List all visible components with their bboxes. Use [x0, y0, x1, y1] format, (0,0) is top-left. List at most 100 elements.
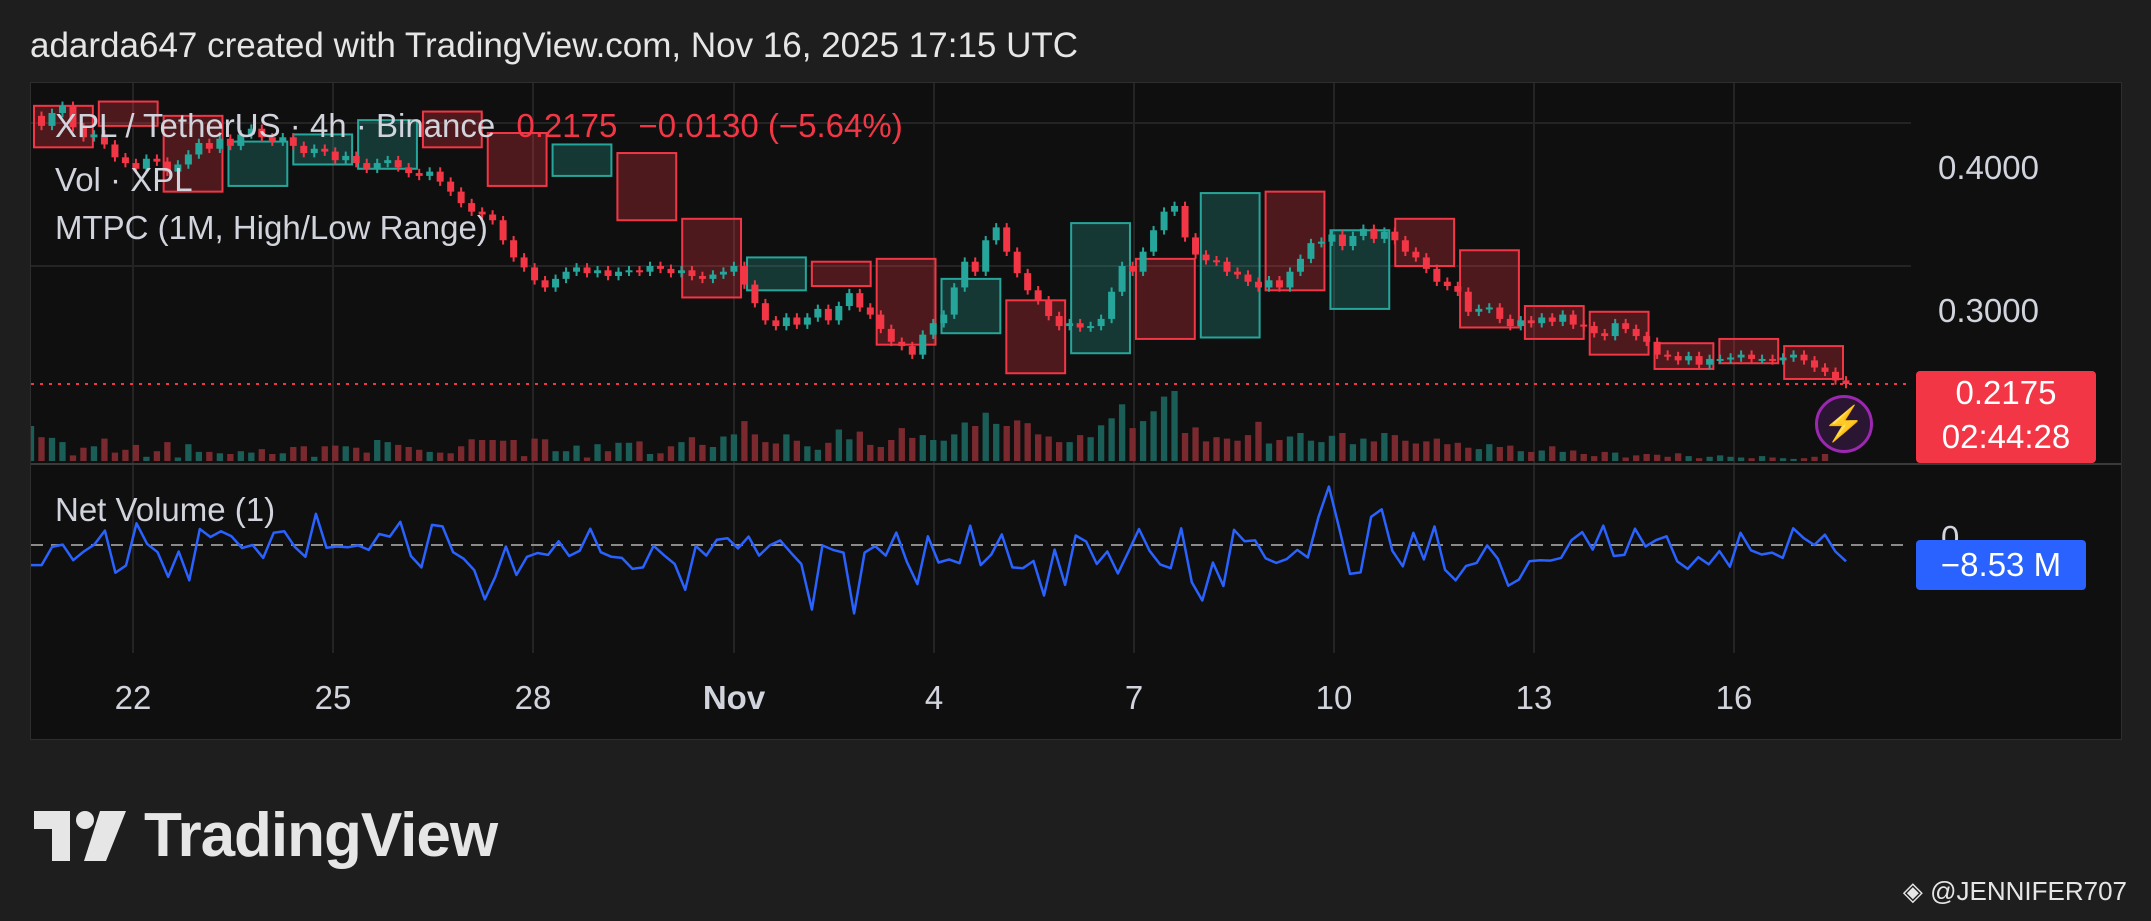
candle-body: [583, 267, 591, 274]
volume-legend[interactable]: Vol · XPL: [55, 161, 193, 198]
volume-bar: [1769, 457, 1776, 461]
candle-body: [237, 134, 245, 146]
volume-bar: [111, 452, 119, 461]
volume-bar: [1213, 437, 1220, 461]
indicator-legend[interactable]: MTPC (1M, High/Low Range): [55, 209, 488, 246]
chart-panel[interactable]: XPL / TetherUS · 4h · Binance 0.2175 −0.…: [30, 82, 2122, 740]
volume-bar: [353, 447, 360, 461]
candle-body: [79, 127, 87, 138]
candle-body: [1769, 358, 1777, 361]
volume-bar: [1654, 454, 1661, 461]
volume-bar: [646, 454, 654, 461]
volume-bar: [1800, 458, 1808, 461]
range-box: [97, 100, 159, 127]
volume-bar: [783, 434, 790, 461]
candle-body: [436, 171, 444, 182]
volume-bar: [279, 453, 286, 461]
candle-body: [1254, 281, 1262, 288]
volume-bar: [972, 426, 979, 461]
legend-change: −0.0130 (−5.64%): [638, 107, 903, 144]
volume-bar: [1559, 451, 1566, 461]
volume-bar: [825, 442, 832, 461]
volume-bar: [1066, 442, 1073, 461]
candle-body: [709, 274, 717, 279]
tradingview-logo[interactable]: TradingView: [34, 800, 498, 871]
volume-bar: [541, 439, 549, 461]
candle-body: [803, 317, 811, 325]
volume-bar: [101, 438, 108, 461]
volume-bar: [1003, 426, 1010, 461]
volume-bar: [80, 447, 87, 461]
volume-bar: [1790, 458, 1797, 461]
net-volume-value-tag: −8.53 M: [1916, 540, 2086, 590]
candle-body: [562, 271, 570, 279]
legend-price: 0.2175: [516, 107, 618, 144]
candle-body: [1055, 316, 1063, 327]
volume-bar: [1779, 458, 1787, 461]
volume-bar: [1528, 451, 1535, 461]
volume-bar: [478, 440, 486, 461]
candle-body: [1727, 357, 1735, 360]
volume-bar: [1465, 447, 1472, 461]
volume-bar: [1517, 451, 1524, 461]
candle-body: [394, 160, 402, 168]
volume-bar: [1454, 442, 1461, 461]
symbol-legend[interactable]: XPL / TetherUS · 4h · Binance 0.2175 −0.…: [55, 107, 903, 145]
volume-bar: [290, 447, 297, 461]
volume-bar: [342, 446, 349, 461]
volume-bar: [1108, 418, 1115, 461]
lightning-indicator-icon[interactable]: ⚡: [1815, 395, 1873, 453]
candle-body: [1832, 371, 1840, 381]
volume-bar: [1811, 456, 1818, 461]
candle-body: [195, 143, 203, 155]
chart-attribution: adarda647 created with TradingView.com, …: [30, 26, 1079, 65]
time-tick-label: 22: [114, 679, 152, 716]
candle-body: [373, 163, 381, 169]
candle-body: [1517, 320, 1525, 327]
candle-body: [625, 270, 633, 273]
candle-body: [730, 266, 738, 272]
volume-bar: [437, 452, 444, 461]
volume-bar: [499, 440, 507, 461]
candle-body: [1758, 358, 1766, 361]
volume-bar: [90, 446, 98, 461]
volume-bar: [1045, 436, 1052, 461]
candle-body: [1338, 234, 1346, 246]
range-box: [681, 217, 743, 299]
volume-bar: [332, 445, 339, 461]
candle-body: [58, 105, 66, 113]
candle-body: [1181, 205, 1189, 238]
volume-bar: [1171, 391, 1178, 461]
volume-bar: [216, 453, 223, 461]
candle-body: [1296, 258, 1304, 272]
volume-bar: [1695, 458, 1703, 461]
candle-body: [1664, 354, 1672, 357]
candle-body: [1454, 286, 1462, 292]
candle-body: [1811, 360, 1819, 368]
chart-canvas[interactable]: [31, 83, 2121, 739]
candle-body: [121, 157, 129, 164]
volume-bar: [258, 449, 265, 461]
candle-body: [656, 266, 664, 269]
volume-bar: [1139, 421, 1147, 461]
candles: [37, 101, 1850, 389]
volume-bar: [1664, 456, 1671, 461]
candle-body: [866, 307, 874, 315]
volume-bar: [877, 447, 884, 461]
time-tick-label: 25: [314, 679, 352, 716]
candle-body: [415, 173, 423, 176]
volume-bar: [1580, 454, 1587, 461]
time-tick-label: 7: [1124, 679, 1144, 716]
volume-bar: [625, 442, 633, 461]
volume-bar: [1160, 396, 1168, 461]
volume-bar: [132, 444, 140, 461]
volume-bar: [867, 444, 874, 461]
net-volume-legend[interactable]: Net Volume (1): [55, 491, 276, 528]
volume-bar: [237, 451, 244, 461]
volume-bar: [69, 455, 77, 461]
range-box: [1653, 342, 1715, 370]
volume-bar: [940, 440, 947, 461]
candle-body: [1611, 323, 1619, 337]
volume-bar: [1570, 450, 1577, 461]
volume-bar: [1727, 456, 1734, 461]
